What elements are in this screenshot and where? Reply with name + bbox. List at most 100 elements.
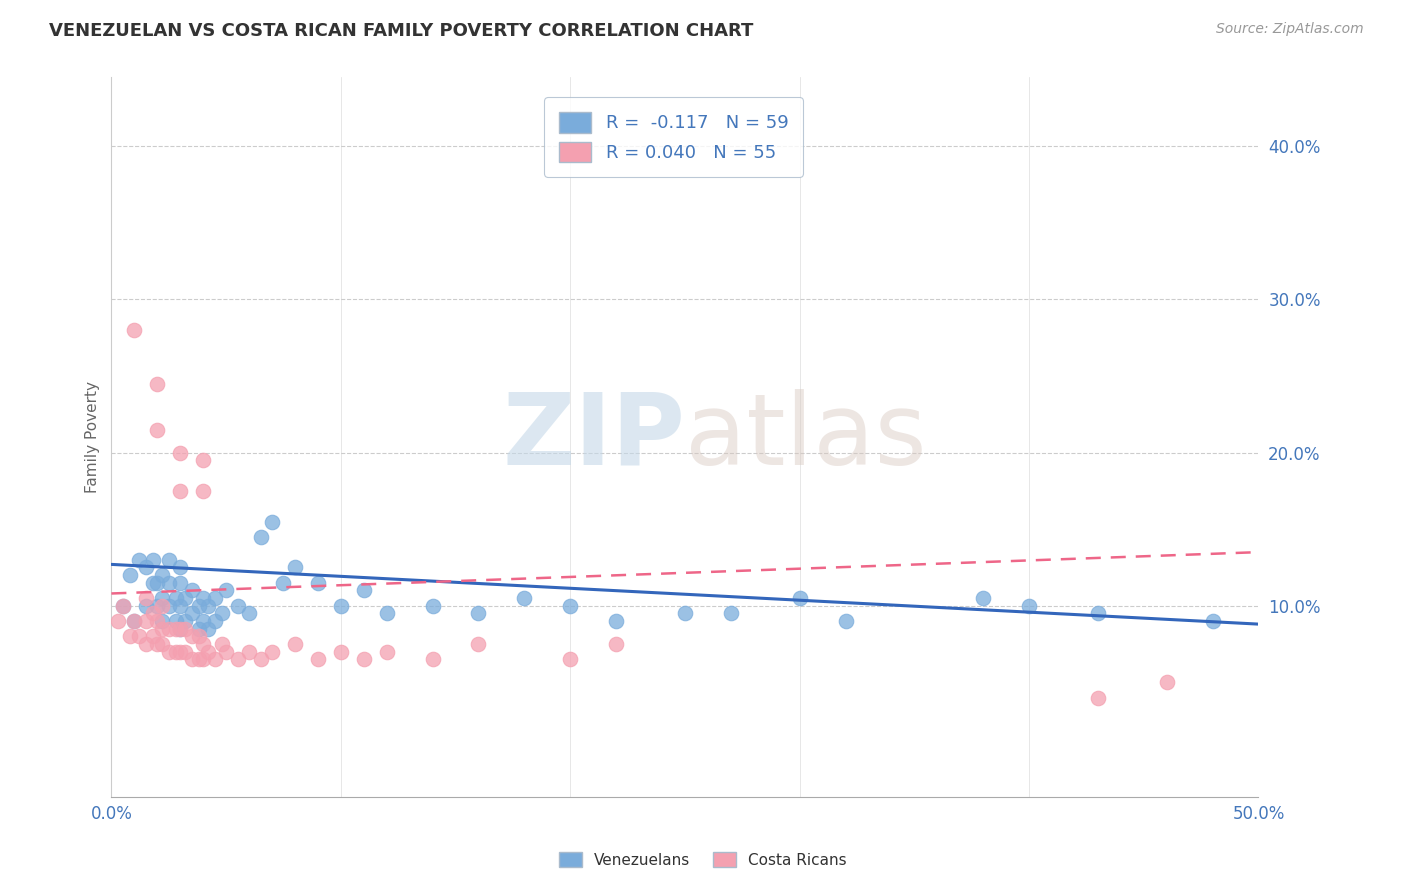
Point (204, 614, 226, 628)
Point (422, 652, 444, 666)
Point (204, 591, 226, 605)
Point (238, 645, 260, 659)
Point (135, 637, 157, 651)
Point (169, 645, 191, 659)
Point (135, 614, 157, 628)
Point (789, 591, 811, 605)
Point (193, 637, 215, 651)
Point (165, 614, 187, 628)
Point (150, 614, 173, 628)
Point (169, 599, 191, 613)
Point (146, 614, 169, 628)
Point (173, 614, 195, 628)
Point (169, 483, 191, 498)
Point (111, 599, 134, 613)
Point (329, 645, 352, 659)
Point (211, 637, 233, 651)
Point (329, 599, 352, 613)
Point (150, 637, 173, 651)
Point (180, 583, 202, 598)
Point (169, 575, 191, 590)
Point (146, 423, 169, 437)
Point (260, 515, 283, 529)
Point (150, 568, 173, 582)
Point (249, 530, 271, 544)
Point (204, 652, 226, 666)
Point (238, 607, 260, 621)
Point (307, 575, 329, 590)
Point (284, 560, 307, 574)
Point (834, 614, 856, 628)
Point (124, 614, 146, 628)
Point (150, 599, 173, 613)
Point (1156, 675, 1178, 690)
Legend: R =  -0.117   N = 59, R = 0.040   N = 55: R = -0.117 N = 59, R = 0.040 N = 55 (544, 97, 803, 177)
Point (467, 637, 489, 651)
Point (150, 591, 173, 605)
Point (157, 599, 180, 613)
Point (142, 575, 165, 590)
Point (146, 637, 169, 651)
Point (187, 652, 209, 666)
Point (180, 629, 202, 643)
Point (226, 652, 249, 666)
Point (375, 645, 398, 659)
Point (118, 629, 141, 643)
Point (180, 607, 202, 621)
Point (375, 607, 398, 621)
Point (1087, 690, 1109, 705)
Point (142, 553, 165, 567)
Point (169, 560, 191, 574)
Point (215, 583, 238, 598)
Point (128, 629, 150, 643)
Point (193, 652, 215, 666)
Point (1087, 607, 1109, 621)
Point (353, 652, 375, 666)
Point (169, 445, 191, 459)
Point (720, 607, 742, 621)
Point (124, 323, 146, 337)
Text: atlas: atlas (685, 389, 927, 486)
Point (193, 483, 215, 498)
Point (673, 607, 696, 621)
Point (193, 453, 215, 467)
Point (193, 591, 215, 605)
Point (353, 583, 375, 598)
Point (193, 614, 215, 628)
Point (284, 637, 307, 651)
Point (146, 599, 169, 613)
Point (157, 575, 180, 590)
Point (605, 637, 627, 651)
Text: VENEZUELAN VS COSTA RICAN FAMILY POVERTY CORRELATION CHART: VENEZUELAN VS COSTA RICAN FAMILY POVERTY… (49, 22, 754, 40)
Point (124, 614, 146, 628)
Point (135, 591, 157, 605)
Point (146, 575, 169, 590)
Legend: Venezuelans, Costa Ricans: Venezuelans, Costa Ricans (553, 846, 853, 873)
Point (560, 652, 582, 666)
Point (467, 607, 489, 621)
Point (197, 622, 219, 636)
Point (142, 607, 165, 621)
Text: Source: ZipAtlas.com: Source: ZipAtlas.com (1216, 22, 1364, 37)
Point (165, 645, 187, 659)
Point (273, 575, 295, 590)
Point (197, 645, 219, 659)
Point (972, 591, 994, 605)
Point (187, 622, 209, 636)
Point (128, 553, 150, 567)
Point (513, 591, 536, 605)
Point (422, 599, 444, 613)
Point (169, 622, 191, 636)
Point (605, 614, 627, 628)
Point (135, 560, 157, 574)
Text: ZIP: ZIP (502, 389, 685, 486)
Point (135, 599, 157, 613)
Point (249, 652, 271, 666)
Point (173, 622, 195, 636)
Point (111, 599, 134, 613)
Point (157, 553, 180, 567)
Point (1018, 599, 1040, 613)
Point (560, 599, 582, 613)
Point (150, 622, 173, 636)
Point (1201, 614, 1223, 628)
